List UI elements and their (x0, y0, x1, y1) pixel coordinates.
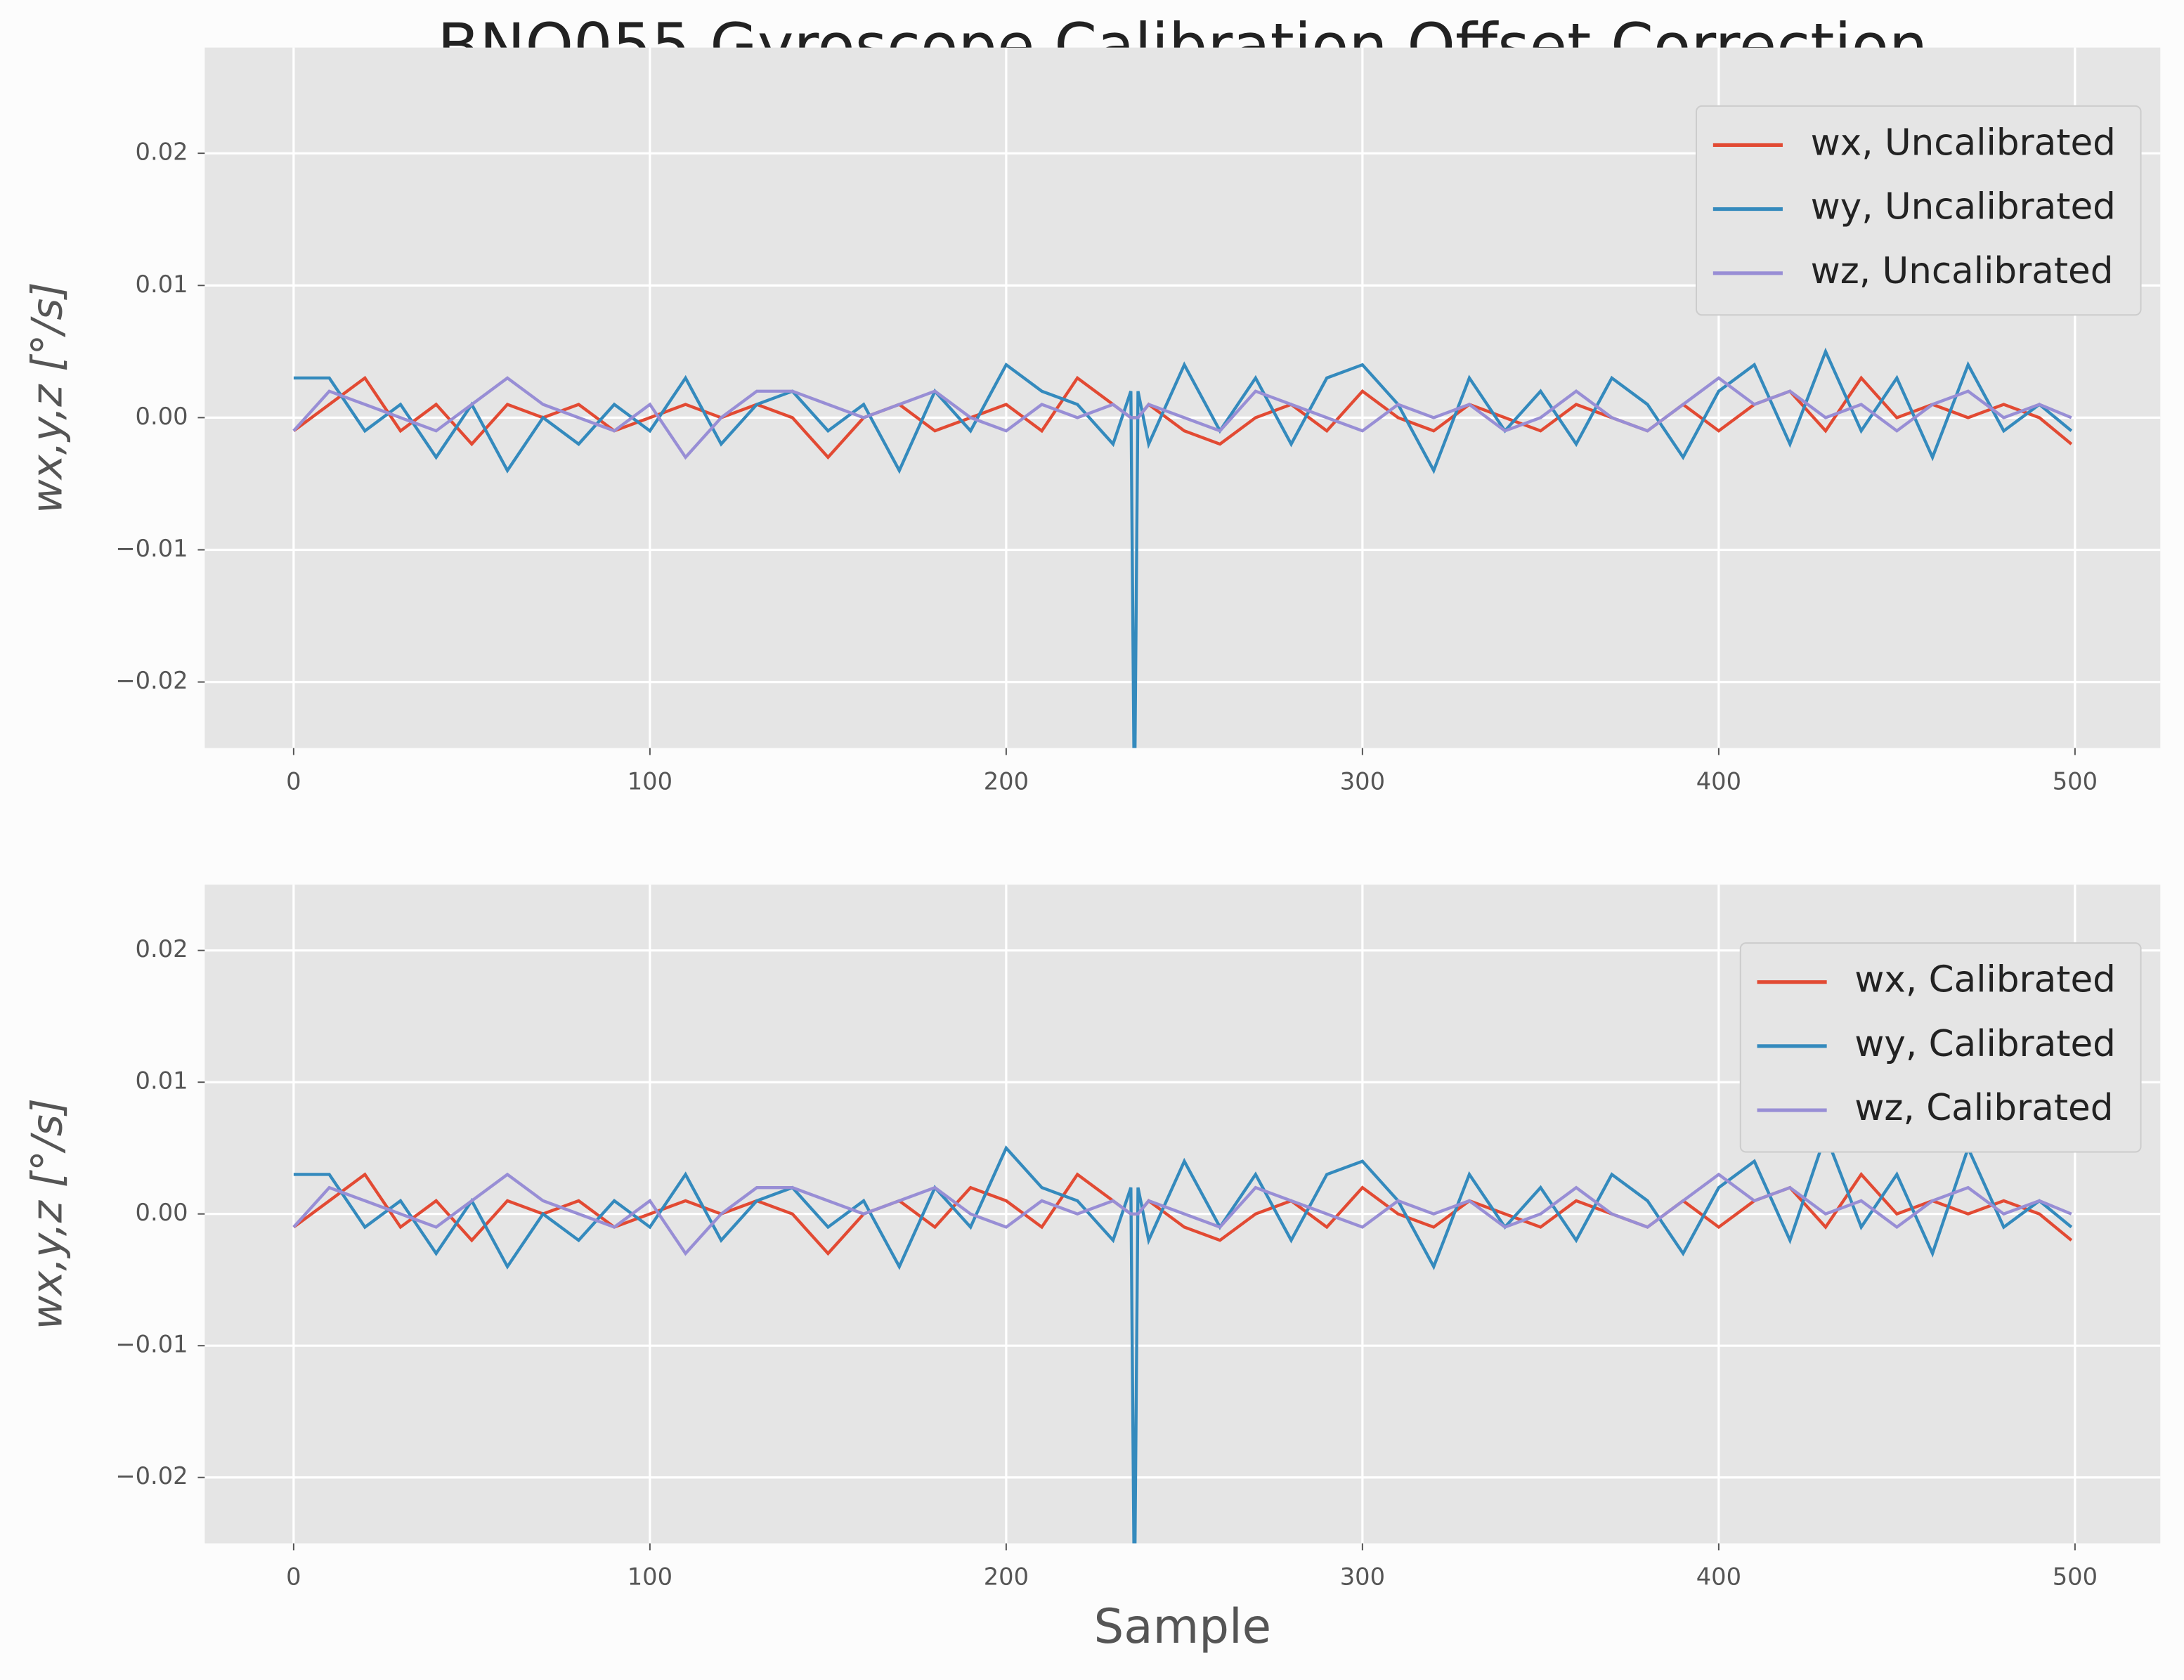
data-line (293, 347, 2073, 748)
x-tick-label: 0 (286, 1563, 301, 1591)
legend-box (1739, 942, 2142, 1153)
x-tick-label: 0 (286, 768, 301, 795)
y-axis-label: wx,y,z [°/s] (23, 1098, 72, 1329)
legend-label: wy, Calibrated (1854, 1023, 2116, 1065)
x-tick-label: 400 (1696, 768, 1741, 795)
y-tick-label: 0.02 (136, 935, 188, 963)
y-tick-label: −0.02 (115, 667, 188, 694)
y-tick-label: 0.01 (136, 271, 188, 298)
x-tick-label: 200 (984, 768, 1029, 795)
x-tick-label: 400 (1696, 1563, 1741, 1591)
x-tick-label: 500 (2053, 768, 2098, 795)
y-tick-label: −0.01 (115, 1331, 188, 1358)
legend-label: wx, Calibrated (1854, 959, 2116, 1001)
legend-label: wx, Uncalibrated (1811, 122, 2116, 164)
x-tick-label: 300 (1340, 768, 1385, 795)
x-tick-label: 500 (2053, 1563, 2098, 1591)
legend-label: wz, Calibrated (1854, 1087, 2113, 1129)
legend-box (1696, 105, 2142, 316)
series-group (292, 1130, 2073, 1544)
x-tick-label: 100 (628, 768, 672, 795)
data-line (292, 376, 2072, 460)
y-axis-label: wx,y,z [°/s] (23, 282, 72, 513)
legend-label: wz, Uncalibrated (1811, 250, 2114, 292)
x-tick-label: 100 (628, 1563, 672, 1591)
legend: wx, Uncalibrated wy, Uncalibrated wz, Unca… (1696, 105, 2142, 316)
x-tick-label: 200 (984, 1563, 1029, 1591)
x-tick-label: 300 (1340, 1563, 1385, 1591)
legend: wx, Calibrated wy, Calibrated wz, Calibrat… (1739, 942, 2142, 1153)
data-line (292, 1172, 2072, 1256)
y-tick-label: 0.00 (136, 1199, 188, 1226)
data-line (293, 1130, 2073, 1544)
x-axis-label: Sample (1094, 1598, 1272, 1654)
y-tick-label: −0.01 (115, 535, 188, 562)
series-group (292, 347, 2073, 748)
y-tick-label: −0.02 (115, 1462, 188, 1490)
y-tick-label: 0.02 (136, 138, 188, 166)
y-tick-label: 0.00 (136, 403, 188, 430)
legend-label: wy, Uncalibrated (1811, 186, 2116, 228)
y-tick-label: 0.01 (136, 1067, 188, 1095)
